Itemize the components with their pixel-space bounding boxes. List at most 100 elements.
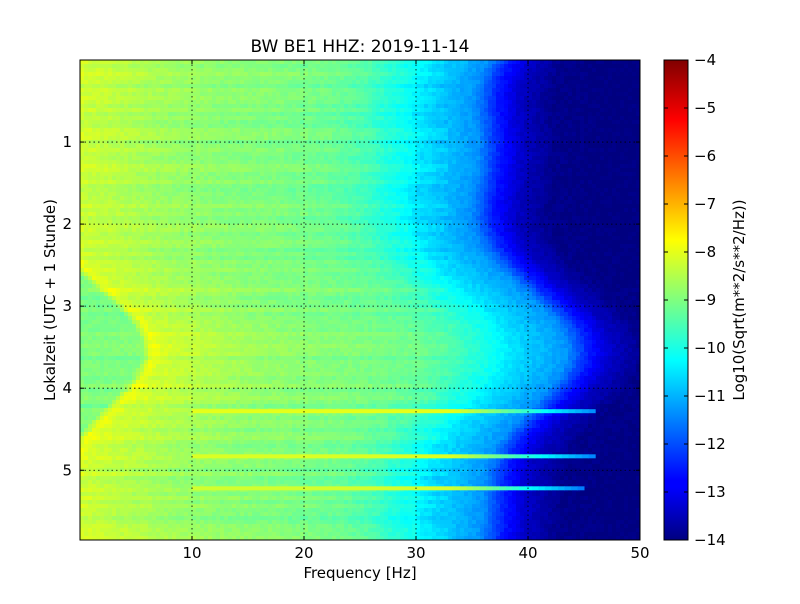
heatmap-cell	[408, 104, 413, 109]
heatmap-cell	[428, 192, 433, 197]
heatmap-cell	[288, 84, 293, 89]
heatmap-cell	[528, 120, 533, 125]
heatmap-cell	[140, 200, 145, 205]
heatmap-cell	[616, 184, 621, 189]
heatmap-cell	[564, 164, 569, 169]
heatmap-cell	[428, 68, 433, 73]
heatmap-cell	[84, 80, 89, 85]
heatmap-cell	[508, 160, 513, 165]
heatmap-cell	[368, 144, 373, 149]
heatmap-cell	[120, 120, 125, 125]
heatmap-cell	[324, 96, 329, 101]
heatmap-cell	[180, 200, 185, 205]
heatmap-cell	[468, 88, 473, 93]
heatmap-cell	[396, 112, 401, 117]
heatmap-cell	[420, 136, 425, 141]
heatmap-cell	[460, 60, 465, 65]
heatmap-cell	[372, 80, 377, 85]
heatmap-cell	[500, 80, 505, 85]
heatmap-cell	[624, 132, 629, 137]
heatmap-cell	[480, 60, 485, 65]
heatmap-cell	[476, 84, 481, 89]
heatmap-cell	[272, 84, 277, 89]
heatmap-cell	[616, 112, 621, 117]
heatmap-cell	[148, 164, 153, 169]
heatmap-cell	[112, 152, 117, 157]
heatmap-cell	[440, 72, 445, 77]
heatmap-cell	[304, 100, 309, 105]
heatmap-cell	[252, 116, 257, 121]
heatmap-cell	[504, 108, 509, 113]
heatmap-cell	[504, 124, 509, 129]
heatmap-cell	[404, 76, 409, 81]
heatmap-cell	[400, 100, 405, 105]
heatmap-cell	[280, 108, 285, 113]
heatmap-cell	[92, 72, 97, 77]
heatmap-cell	[284, 80, 289, 85]
heatmap-cell	[552, 112, 557, 117]
heatmap-cell	[492, 92, 497, 97]
heatmap-cell	[628, 100, 633, 105]
heatmap-cell	[144, 112, 149, 117]
heatmap-cell	[420, 72, 425, 77]
heatmap-cell	[180, 156, 185, 161]
heatmap-cell	[280, 88, 285, 93]
heatmap-cell	[332, 64, 337, 69]
heatmap-cell	[584, 160, 589, 165]
heatmap-cell	[516, 196, 521, 201]
heatmap-cell	[380, 156, 385, 161]
heatmap-cell	[392, 160, 397, 165]
heatmap-cell	[196, 200, 201, 205]
heatmap-cell	[348, 144, 353, 149]
heatmap-cell	[376, 80, 381, 85]
heatmap-cell	[372, 160, 377, 165]
heatmap-cell	[172, 60, 177, 65]
heatmap-cell	[136, 196, 141, 201]
heatmap-cell	[572, 80, 577, 85]
heatmap-cell	[616, 124, 621, 129]
heatmap-cell	[576, 160, 581, 165]
heatmap-cell	[220, 144, 225, 149]
heatmap-cell	[224, 80, 229, 85]
heatmap-cell	[332, 120, 337, 125]
heatmap-cell	[256, 144, 261, 149]
heatmap-cell	[152, 96, 157, 101]
heatmap-cell	[416, 192, 421, 197]
heatmap-cell	[268, 80, 273, 85]
heatmap-cell	[296, 76, 301, 81]
heatmap-cell	[516, 92, 521, 97]
heatmap-cell	[596, 172, 601, 177]
heatmap-cell	[496, 96, 501, 101]
heatmap-cell	[396, 80, 401, 85]
heatmap-cell	[420, 80, 425, 85]
heatmap-cell	[536, 192, 541, 197]
heatmap-cell	[540, 96, 545, 101]
heatmap-cell	[352, 192, 357, 197]
heatmap-cell	[484, 164, 489, 169]
heatmap-cell	[88, 188, 93, 193]
heatmap-cell	[512, 108, 517, 113]
heatmap-cell	[116, 168, 121, 173]
heatmap-cell	[496, 132, 501, 137]
heatmap-cell	[572, 84, 577, 89]
heatmap-cell	[296, 160, 301, 165]
heatmap-cell	[628, 124, 633, 129]
heatmap-cell	[632, 172, 637, 177]
heatmap-cell	[364, 188, 369, 193]
heatmap-cell	[408, 96, 413, 101]
heatmap-cell	[112, 168, 117, 173]
heatmap-cell	[416, 172, 421, 177]
heatmap-cell	[304, 144, 309, 149]
heatmap-cell	[168, 148, 173, 153]
heatmap-cell	[580, 172, 585, 177]
heatmap-cell	[476, 100, 481, 105]
heatmap-cell	[136, 144, 141, 149]
heatmap-cell	[632, 124, 637, 129]
heatmap-cell	[288, 92, 293, 97]
heatmap-cell	[220, 64, 225, 69]
heatmap-cell	[112, 120, 117, 125]
heatmap-cell	[552, 96, 557, 101]
heatmap-cell	[160, 196, 165, 201]
heatmap-cell	[268, 88, 273, 93]
heatmap-cell	[336, 176, 341, 181]
